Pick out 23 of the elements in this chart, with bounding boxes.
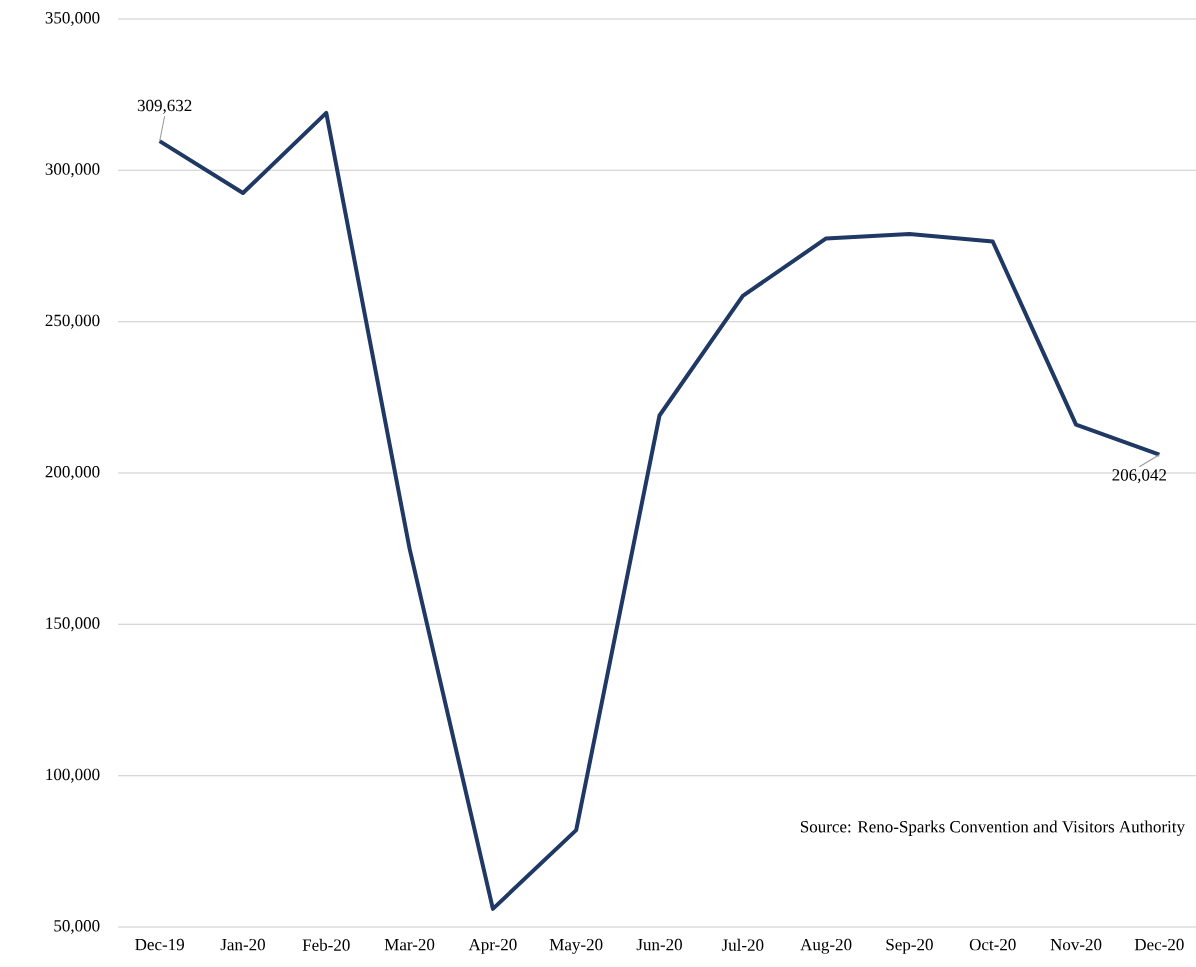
y-tick-label: 150,000 bbox=[46, 617, 100, 632]
x-tick-label: Apr-20 bbox=[468, 938, 517, 954]
x-tick-label: Dec-19 bbox=[135, 938, 184, 951]
x-tick-label: Jun-20 bbox=[636, 938, 682, 951]
data-label: 206,042 bbox=[1112, 469, 1167, 484]
data-label: 309,632 bbox=[137, 99, 192, 114]
x-tick-label: Oct-20 bbox=[969, 938, 1016, 951]
x-tick-label: Nov-20 bbox=[1050, 938, 1102, 951]
x-tick-label: Dec-20 bbox=[1134, 938, 1184, 951]
annotation: Source: Reno-Sparks Convention and Visitors Authority bbox=[800, 820, 1185, 836]
x-tick-label: Sep-20 bbox=[886, 938, 933, 954]
x-tick-label: May-20 bbox=[549, 938, 603, 954]
x-tick-label: Aug-20 bbox=[800, 938, 852, 954]
x-tick-label: Jul-20 bbox=[721, 938, 764, 951]
y-tick-label: 200,000 bbox=[45, 466, 100, 480]
y-tick-label: 250,000 bbox=[45, 314, 100, 329]
y-tick-label: 50,000 bbox=[54, 920, 100, 934]
y-tick-label: 300,000 bbox=[45, 163, 100, 178]
x-tick-label: Mar-20 bbox=[384, 938, 435, 951]
y-tick-label: 100,000 bbox=[46, 768, 100, 783]
x-tick-label: Jan-20 bbox=[220, 938, 265, 951]
x-tick-label: Feb-20 bbox=[302, 938, 350, 951]
y-tick-label: 350,000 bbox=[45, 12, 100, 26]
